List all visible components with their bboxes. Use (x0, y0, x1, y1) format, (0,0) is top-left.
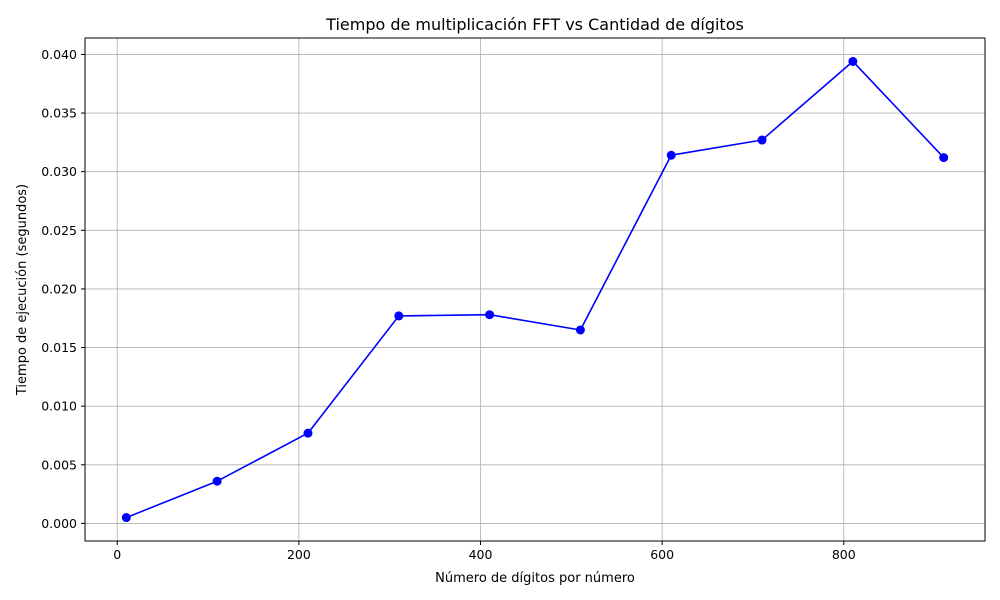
x-tick-label: 0 (113, 547, 121, 562)
data-point (212, 476, 222, 486)
series-layer (121, 56, 949, 523)
data-point (666, 150, 676, 160)
x-tick-label: 600 (650, 547, 674, 562)
axis-ticks: 0 200 400 600 800 0.000 0.005 0.010 0.015 0.020 0.… (41, 47, 856, 562)
y-tick-label: 0.025 (41, 223, 77, 238)
data-point (575, 325, 585, 335)
series-line (126, 60, 945, 519)
grid (85, 38, 985, 541)
y-tick-label: 0.030 (41, 164, 77, 179)
y-tick-label: 0.035 (41, 106, 77, 121)
chart-title: Tiempo de multiplicación FFT vs Cantidad… (325, 15, 744, 34)
data-point (757, 135, 767, 145)
y-axis-label: Tiempo de ejecución (segundos) (15, 184, 30, 396)
plot-area-frame (84, 37, 986, 542)
y-tick-label: 0.020 (41, 281, 77, 296)
y-tick-label: 0.010 (41, 399, 77, 414)
y-tick-label: 0.005 (41, 457, 77, 472)
data-point (939, 153, 949, 163)
data-point (303, 428, 313, 438)
x-tick-label: 200 (287, 547, 311, 562)
data-point (848, 56, 858, 66)
x-axis-label: Número de dígitos por número (435, 571, 635, 586)
x-tick-label: 400 (469, 547, 493, 562)
data-point (394, 311, 404, 321)
y-tick-label: 0.040 (41, 47, 77, 62)
y-tick-label: 0.015 (41, 340, 77, 355)
y-tick-label: 0.000 (41, 516, 77, 531)
x-tick-label: 800 (832, 547, 856, 562)
data-point (121, 513, 131, 523)
data-point (485, 310, 495, 320)
